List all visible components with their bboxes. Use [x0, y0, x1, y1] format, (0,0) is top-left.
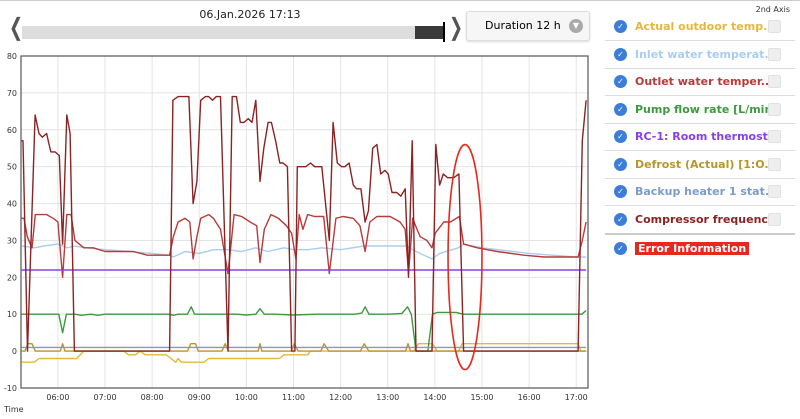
y-tick-label: 10: [7, 310, 17, 319]
second-axis-checkbox[interactable]: [768, 130, 781, 143]
y-tick-label: 50: [7, 163, 17, 172]
x-tick-label: 06:00: [46, 393, 69, 402]
legend-item[interactable]: ✓ Compressor frequenc...: [605, 206, 795, 235]
error-highlight-ellipse: [447, 143, 483, 371]
duration-label: Duration 12 h: [485, 19, 561, 32]
time-slider-track[interactable]: [22, 26, 440, 39]
duration-dropdown[interactable]: Duration 12 h ▼: [466, 11, 590, 41]
second-axis-checkbox[interactable]: [768, 157, 781, 171]
checkmark-icon[interactable]: ✓: [614, 185, 627, 198]
checkmark-icon[interactable]: ✓: [614, 20, 627, 33]
x-tick-label: 13:00: [376, 393, 399, 402]
series-line-outlet-water-temperature: [21, 213, 587, 279]
legend-label: RC-1: Room thermost...: [635, 130, 780, 143]
x-tick-label: 10:00: [235, 393, 258, 402]
y-tick-label: 20: [7, 273, 17, 282]
legend-item-error[interactable]: ✓ Error Information: [605, 235, 795, 262]
second-axis-checkbox[interactable]: [768, 20, 781, 33]
x-tick-label: 12:00: [329, 393, 352, 402]
legend-panel: 2nd Axis ✓ Actual outdoor temp... ✓ Inlet w…: [600, 1, 800, 419]
series-line-compressor-frequency: [21, 95, 587, 352]
y-tick-label: 60: [7, 126, 17, 135]
second-axis-checkbox[interactable]: [768, 185, 781, 198]
plot-frame: [20, 55, 589, 389]
series-line-defrost-actual-: [21, 343, 587, 352]
legend-item[interactable]: ✓ Backup heater 1 stat...: [605, 178, 795, 206]
checkmark-icon[interactable]: ✓: [614, 212, 627, 226]
legend-label: Inlet water temperat...: [635, 47, 777, 61]
second-axis-checkbox[interactable]: [768, 75, 781, 88]
x-tick-label: 14:00: [423, 393, 446, 402]
x-tick-label: 15:00: [470, 393, 493, 402]
y-tick-label: 70: [7, 89, 17, 98]
checkmark-icon[interactable]: ✓: [614, 75, 627, 88]
y-tick-label: 40: [7, 200, 17, 209]
second-axis-checkbox[interactable]: [768, 47, 781, 61]
legend-item[interactable]: ✓ RC-1: Room thermost...: [605, 123, 795, 151]
x-tick-label: 08:00: [141, 393, 164, 402]
checkmark-icon[interactable]: ✓: [614, 130, 627, 143]
checkmark-icon[interactable]: ✓: [614, 242, 627, 255]
legend-label: Backup heater 1 stat...: [635, 185, 778, 198]
legend-label: Defrost (Actual) [1:Off...: [635, 157, 780, 171]
legend-label: Compressor frequenc...: [635, 212, 780, 226]
time-slider-handle[interactable]: [415, 26, 443, 39]
y-tick-label: 0: [12, 347, 17, 356]
y-tick-label: 80: [7, 52, 17, 61]
legend-item[interactable]: ✓ Outlet water temper...: [605, 68, 795, 96]
y-tick-label: -10: [4, 384, 17, 393]
legend-item[interactable]: ✓ Inlet water temperat...: [605, 41, 795, 69]
x-tick-label: 17:00: [565, 393, 588, 402]
legend-label: Pump flow rate [L/min]: [635, 102, 778, 116]
checkmark-icon[interactable]: ✓: [614, 157, 627, 171]
x-tick-label: 09:00: [188, 393, 211, 402]
chevron-right-icon[interactable]: ❯: [449, 13, 464, 41]
legend-item[interactable]: ✓ Pump flow rate [L/min]: [605, 96, 795, 124]
legend-label: Outlet water temper...: [635, 75, 774, 88]
chevron-down-icon: ▼: [569, 19, 583, 33]
second-axis-checkbox[interactable]: [768, 212, 781, 226]
legend-item[interactable]: ✓ Actual outdoor temp...: [605, 13, 795, 41]
series-line-pump-flow-rate-l-min-: [21, 306, 587, 352]
second-axis-checkbox[interactable]: [768, 102, 781, 116]
error-information-badge: Error Information: [635, 242, 750, 255]
series-line-actual-outdoor-temperature: [21, 343, 587, 363]
checkmark-icon[interactable]: ✓: [614, 47, 627, 61]
current-datetime: 06.Jan.2026 17:13: [199, 8, 301, 21]
x-tick-label: 07:00: [93, 393, 116, 402]
legend-item[interactable]: ✓ Defrost (Actual) [1:Off...: [605, 151, 795, 179]
legend-label: Actual outdoor temp...: [635, 20, 776, 33]
y-tick-label: 30: [7, 236, 17, 245]
line-chart: -10 0 10 20 30 40 50 60 70 80 06:00 07:00 08:00 09:00…: [3, 52, 589, 414]
checkmark-icon[interactable]: ✓: [614, 102, 627, 116]
time-slider-marker[interactable]: [443, 22, 445, 42]
x-axis-label: Time: [3, 405, 24, 414]
chevron-left-icon[interactable]: ❮: [9, 13, 24, 41]
x-tick-label: 16:00: [518, 393, 541, 402]
x-tick-label: 11:00: [282, 393, 305, 402]
second-axis-header: 2nd Axis: [755, 5, 790, 14]
